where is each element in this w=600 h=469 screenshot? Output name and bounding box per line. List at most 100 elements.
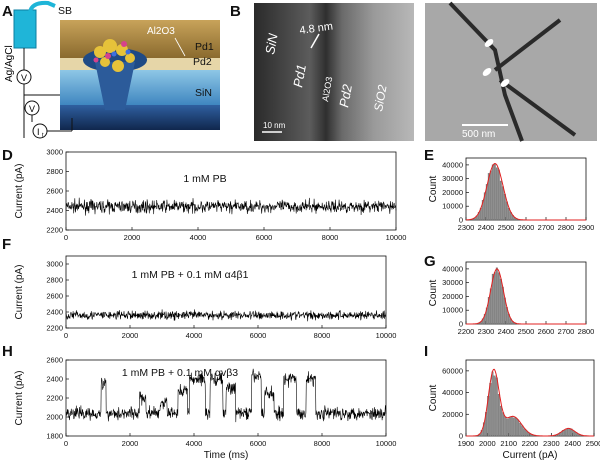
histogram-bar-i [506, 418, 509, 437]
y-tick-label-g: 40000 [442, 264, 463, 273]
x-tick-label-e: 2700 [538, 223, 555, 232]
trace-line-d [65, 197, 397, 216]
y-tick-label-f: 2600 [46, 292, 63, 301]
histogram-bar-e [503, 193, 506, 221]
device-illustration [60, 20, 220, 130]
histogram-bar-i [510, 416, 513, 437]
x-tick-label-e: 2500 [498, 223, 515, 232]
panel-letter-d: D [2, 147, 13, 164]
x-tick-label-h: 2000 [122, 439, 139, 448]
label-b-sio2: SiO2 [371, 83, 389, 112]
histogram-bar-e [497, 169, 500, 221]
y-tick-label-i: 0 [459, 432, 463, 441]
y-tick-label-d: 2800 [46, 167, 63, 176]
y-tick-label-g: 30000 [442, 278, 463, 287]
y-tick-label-h: 2000 [46, 413, 63, 422]
label-pd1: Pd1 [195, 41, 214, 53]
sem-image [425, 3, 597, 141]
histogram-bar-i [491, 371, 494, 437]
y-tick-label-h: 2200 [46, 394, 63, 403]
x-tick-label-e: 2900 [578, 223, 595, 232]
y-tick-label-d: 2600 [46, 187, 63, 196]
x-tick-label-g: 2600 [538, 327, 555, 336]
x-tick-label-h: 4000 [186, 439, 203, 448]
tem-image [254, 3, 414, 141]
x-tick-label-f: 6000 [250, 331, 267, 340]
x-tick-label-d: 4000 [190, 233, 207, 242]
label-b-oxide: Al2O3 [320, 76, 334, 102]
panel-b: B SiN Pd1 Al2O3 Pd2 SiO2 4.8 nm 10 nm [230, 3, 414, 141]
x-tick-label-h: 6000 [250, 439, 267, 448]
x-tick-label-g: 2200 [458, 327, 475, 336]
histogram-bar-i [514, 417, 517, 437]
y-axis-label-e: Count [428, 175, 439, 202]
electrode-icon [13, 9, 37, 49]
y-axis-label-d: Current (pA) [14, 163, 25, 218]
y-tick-label-f: 2200 [46, 324, 63, 333]
circuit-current: I [37, 127, 40, 137]
y-tick-label-e: 0 [459, 216, 463, 225]
annotation-f: 1 mM PB + 0.1 mM α4β1 [132, 269, 249, 281]
panel-letter-b: B [230, 3, 241, 20]
charts-layer: 0 2000 4000 6000 8000 10000 2200 2400 2600 2800 30… [14, 148, 600, 462]
y-axis-label-i: Count [428, 384, 439, 411]
label-electrode: Ag/AgCl [4, 45, 15, 82]
y-tick-label-d: 3000 [46, 148, 63, 157]
histogram-bar-i [495, 377, 498, 437]
salt-bridge-icon [28, 0, 56, 13]
x-tick-label-i: 1900 [458, 439, 475, 448]
histogram-bar-i [568, 428, 571, 437]
x-tick-label-g: 2500 [518, 327, 535, 336]
histogram-bar-e [487, 173, 490, 221]
label-c-scale: 500 nm [462, 129, 495, 140]
histogram-bar-i [521, 425, 524, 437]
x-tick-label-i: 2000 [479, 439, 496, 448]
sem-wire [448, 1, 524, 142]
x-tick-label-d: 10000 [386, 233, 407, 242]
x-tick-label-f: 2000 [122, 331, 139, 340]
y-tick-label-e: 20000 [442, 188, 463, 197]
x-tick-label-h: 10000 [376, 439, 397, 448]
histogram-bar-g [491, 273, 494, 325]
histogram-bar-e [481, 200, 484, 221]
x-tick-label-d: 8000 [322, 233, 339, 242]
y-axis-label-h: Current (pA) [14, 370, 25, 425]
circuit-current-sub: t [42, 133, 44, 139]
histogram-bar-e [499, 180, 502, 221]
histogram-bar-g [497, 272, 500, 325]
y-tick-label-g: 0 [459, 320, 463, 329]
histogram-bar-i [512, 417, 515, 437]
circuit-v-mid: V [29, 104, 35, 114]
gaussian-fit-e [466, 162, 586, 221]
x-tick-label-d: 6000 [256, 233, 273, 242]
x-axis-label-h: Time (ms) [204, 450, 249, 461]
x-tick-label-h: 8000 [314, 439, 331, 448]
label-oxide: Al2O3 [147, 26, 175, 37]
trace-line-f [65, 309, 387, 322]
histogram-bar-e [483, 192, 486, 221]
y-axis-label-g: Count [428, 279, 439, 306]
x-tick-label-d: 0 [64, 233, 68, 242]
y-tick-label-e: 10000 [442, 202, 463, 211]
gaussian-fit-g [466, 268, 586, 325]
x-tick-label-e: 2400 [478, 223, 495, 232]
label-b-sin: SiN [262, 32, 281, 56]
panel-letter-f: F [2, 236, 11, 253]
y-tick-label-f: 2400 [46, 308, 63, 317]
histogram-bar-i [493, 375, 496, 437]
y-tick-label-g: 10000 [442, 306, 463, 315]
x-tick-label-i: 2200 [522, 439, 539, 448]
y-axis-label-f: Current (pA) [14, 264, 25, 319]
histogram-bar-i [566, 428, 569, 437]
label-sb: SB [58, 5, 72, 17]
histogram-bar-i [519, 423, 522, 437]
x-tick-label-f: 4000 [186, 331, 203, 340]
axes-frame-d [65, 151, 397, 231]
histogram-bar-i [497, 393, 500, 437]
label-b-thickness: 4.8 nm [299, 20, 334, 37]
histogram-bar-g [487, 297, 490, 325]
y-tick-label-h: 2400 [46, 375, 63, 384]
histogram-bar-e [491, 164, 494, 221]
y-tick-label-h: 1800 [46, 432, 63, 441]
panel-a: A SB Ag/AgCl Al2O3 Pd1 Pd2 SiN [2, 0, 220, 139]
